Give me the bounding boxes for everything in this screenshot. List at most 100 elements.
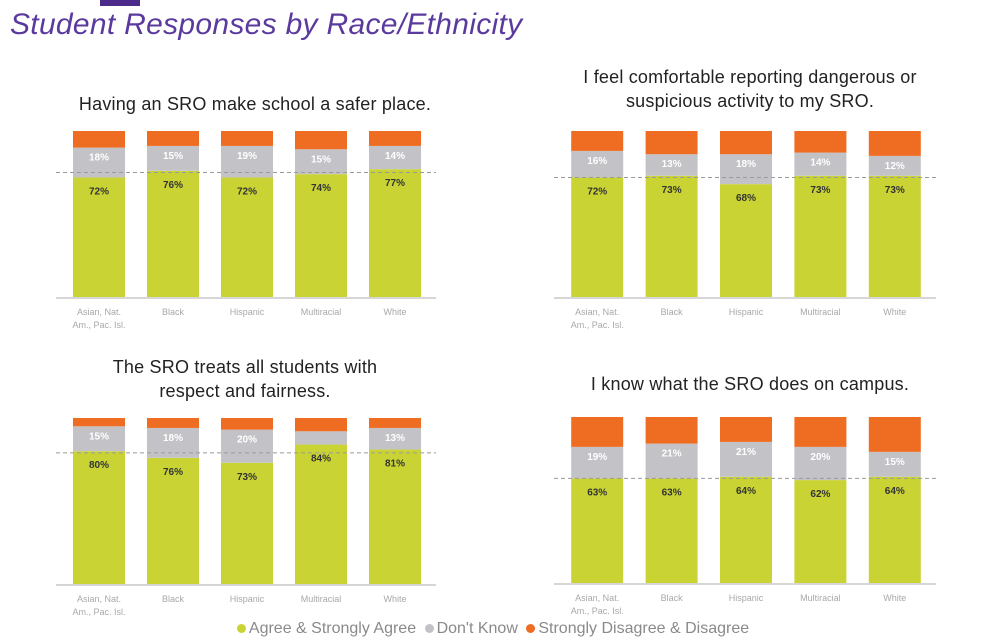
bar-dont-know-3 <box>794 152 847 176</box>
header-accent-bar <box>100 0 140 6</box>
value-label-dont-know-0: 19% <box>587 452 607 463</box>
bar-agree-4 <box>369 449 421 584</box>
value-label-dont-know-0: 16% <box>587 156 607 167</box>
value-label-dont-know-2: 20% <box>237 435 257 446</box>
tick-label-0: Asian, Nat. <box>77 307 121 317</box>
value-label-agree-4: 73% <box>885 185 905 196</box>
bar-agree-0 <box>73 177 125 297</box>
value-label-dont-know-1: 21% <box>662 449 682 460</box>
bar-agree-3 <box>295 444 347 584</box>
value-label-agree-1: 76% <box>163 180 183 191</box>
value-label-agree-2: 68% <box>736 193 756 204</box>
bar-disagree-0 <box>571 131 624 151</box>
value-label-agree-2: 72% <box>237 186 257 197</box>
bar-disagree-4 <box>868 417 921 452</box>
value-label-dont-know-4: 15% <box>885 457 905 468</box>
bar-dont-know-1 <box>147 145 199 171</box>
bar-agree-3 <box>794 480 847 583</box>
value-label-agree-3: 62% <box>810 489 830 500</box>
bar-dont-know-4 <box>369 145 421 170</box>
value-label-dont-know-3: 14% <box>810 158 830 169</box>
tick-label-2: Hispanic <box>230 307 265 317</box>
bar-agree-1 <box>147 170 199 297</box>
bar-agree-0 <box>571 177 624 297</box>
bar-dont-know-2 <box>221 429 273 463</box>
chart-title-line: The SRO treats all students with <box>112 357 378 377</box>
value-label-dont-know-4: 13% <box>385 433 405 444</box>
tick-label-1: Black <box>661 593 684 603</box>
tick-label-0: Am., Pac. Isl. <box>571 606 624 616</box>
value-label-dont-know-0: 18% <box>89 153 109 164</box>
tick-label-4: White <box>383 594 406 604</box>
bar-disagree-4 <box>868 131 921 156</box>
legend: Agree & Strongly Agree Don't Know Strong… <box>0 620 982 638</box>
legend-disagree-label: Strongly Disagree & Disagree <box>538 620 750 637</box>
value-label-dont-know-4: 12% <box>885 161 905 172</box>
bar-agree-1 <box>645 478 698 583</box>
value-label-agree-1: 73% <box>662 185 682 196</box>
value-label-dont-know-1: 15% <box>163 151 183 162</box>
tick-label-3: Multiracial <box>800 593 841 603</box>
bar-disagree-0 <box>73 418 125 427</box>
value-label-agree-1: 63% <box>662 487 682 498</box>
bar-dont-know-4 <box>369 427 421 450</box>
tick-label-0: Asian, Nat. <box>77 594 121 604</box>
value-label-dont-know-1: 18% <box>163 433 183 444</box>
value-label-agree-4: 77% <box>385 178 405 189</box>
bar-agree-4 <box>868 476 921 583</box>
value-label-agree-2: 64% <box>736 486 756 497</box>
chart-safer-place: 72% 18% Asian, Nat. Am., Pac. Isl. 76% 15% Bla… <box>56 131 436 330</box>
value-label-agree-0: 80% <box>89 460 109 471</box>
bar-dont-know-4 <box>868 451 921 477</box>
value-label-agree-0: 72% <box>587 186 607 197</box>
legend-dont-know-swatch <box>424 623 434 633</box>
value-label-agree-0: 63% <box>587 487 607 498</box>
bar-disagree-1 <box>645 417 698 444</box>
value-label-dont-know-3: 15% <box>311 154 331 165</box>
bar-disagree-4 <box>369 131 421 146</box>
bar-dont-know-3 <box>794 446 847 481</box>
value-label-dont-know-4: 14% <box>385 151 405 162</box>
chart-title-respect: The SRO treats all students with respect… <box>30 355 460 403</box>
tick-label-4: White <box>883 307 906 317</box>
value-label-agree-2: 73% <box>237 472 257 483</box>
value-label-dont-know-1: 13% <box>662 159 682 170</box>
tick-label-1: Black <box>661 307 684 317</box>
bar-disagree-3 <box>794 417 847 447</box>
bar-dont-know-0 <box>571 150 624 178</box>
bar-dont-know-1 <box>645 154 698 176</box>
legend-disagree-swatch <box>526 623 536 633</box>
value-label-agree-3: 74% <box>311 183 331 194</box>
bar-disagree-3 <box>295 131 347 150</box>
bar-dont-know-0 <box>73 426 125 452</box>
legend-agree-label: Agree & Strongly Agree <box>248 620 417 637</box>
bar-agree-0 <box>571 478 624 583</box>
value-label-agree-3: 73% <box>810 185 830 196</box>
bar-disagree-1 <box>147 131 199 146</box>
bar-disagree-0 <box>571 417 624 447</box>
chart-title-line: I know what the SRO does on campus. <box>590 374 910 394</box>
bar-dont-know-2 <box>720 441 772 477</box>
bar-disagree-2 <box>720 131 772 155</box>
bar-agree-1 <box>645 175 698 297</box>
tick-label-2: Hispanic <box>230 594 265 604</box>
value-label-agree-0: 72% <box>89 186 109 197</box>
bar-disagree-1 <box>147 418 199 428</box>
bar-agree-2 <box>221 462 273 584</box>
bar-disagree-2 <box>720 417 772 442</box>
chart-title-line: I feel comfortable reporting dangerous o… <box>583 67 917 87</box>
bar-disagree-2 <box>221 131 273 146</box>
bar-agree-3 <box>295 174 347 297</box>
chart-title-safer: Having an SRO make school a safer place. <box>40 92 470 116</box>
legend-dont-know-label: Don't Know <box>436 620 518 637</box>
chart-know-sro-role: 63% 19% Asian, Nat. Am., Pac. Isl. 63% 21% Bla… <box>554 417 936 616</box>
tick-label-3: Multiracial <box>800 307 841 317</box>
bar-agree-4 <box>369 169 421 297</box>
bar-disagree-1 <box>645 131 698 155</box>
chart-title-line: suspicious activity to my SRO. <box>625 91 875 111</box>
bar-dont-know-0 <box>571 446 624 479</box>
bar-dont-know-3 <box>295 431 347 445</box>
bar-disagree-3 <box>295 418 347 432</box>
bar-agree-2 <box>221 177 273 297</box>
bar-agree-3 <box>794 175 847 297</box>
